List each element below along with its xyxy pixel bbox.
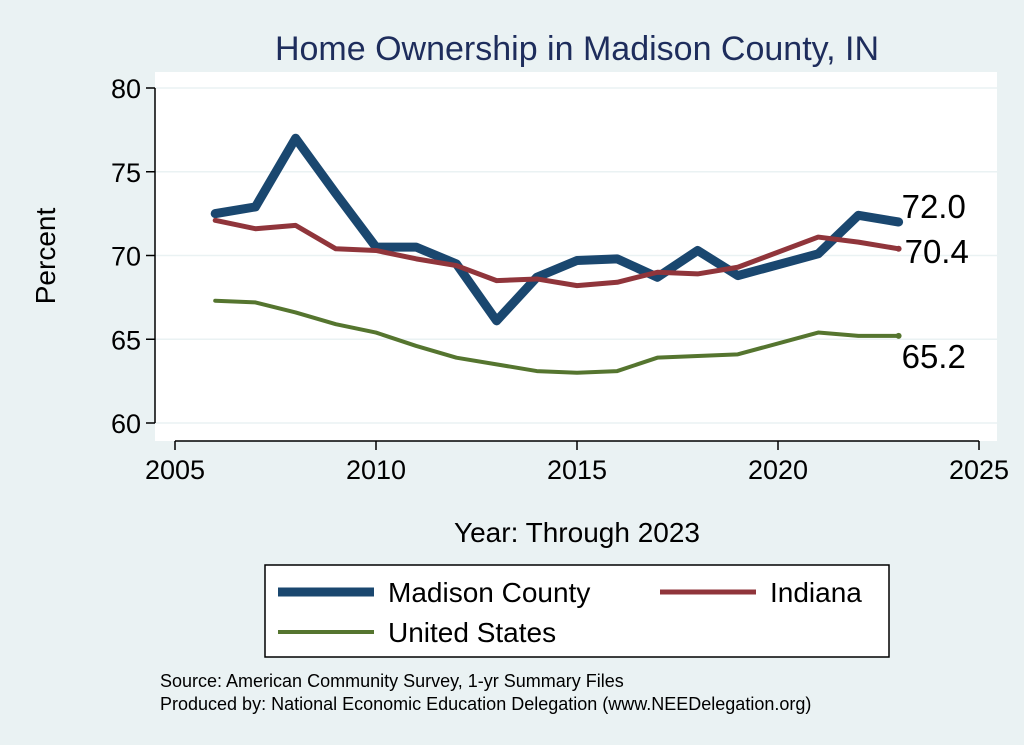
y-tick-label: 60 (111, 409, 141, 439)
axes: 60 65 70 75 80 2005 2010 2015 2020 2025 (111, 74, 1009, 485)
gridlines (155, 87, 997, 424)
series-line (212, 217, 902, 289)
chart-title: Home Ownership in Madison County, IN (275, 30, 879, 68)
end-labels: 72.0 70.4 65.2 (902, 188, 969, 375)
series-endpoint (895, 245, 902, 252)
legend-label: Madison County (388, 577, 590, 608)
series-endpoint (895, 332, 902, 339)
series-endpoint (895, 219, 902, 225)
series-lines (210, 133, 904, 375)
y-tick-label: 70 (111, 242, 141, 272)
y-tick-label: 80 (111, 74, 141, 104)
y-tick-label: 75 (111, 158, 141, 188)
legend: Madison County Indiana United States (264, 564, 890, 658)
legend-box (264, 564, 890, 658)
legend-label: Indiana (770, 577, 862, 608)
x-tick-label: 2005 (145, 455, 205, 485)
y-axis-label: Percent (30, 208, 61, 305)
series-line (213, 298, 901, 375)
x-tick-label: 2010 (346, 455, 406, 485)
x-tick-label: 2025 (949, 455, 1009, 485)
legend-label: United States (388, 617, 556, 648)
x-axis-label: Year: Through 2023 (454, 517, 700, 548)
end-value-label: 70.4 (905, 233, 969, 270)
producer-note: Produced by: National Economic Education… (160, 694, 811, 714)
x-tick-label: 2015 (547, 455, 607, 485)
end-value-label: 72.0 (902, 188, 966, 225)
end-value-label: 65.2 (902, 338, 966, 375)
y-tick-label: 65 (111, 325, 141, 355)
x-tick-label: 2020 (748, 455, 808, 485)
source-note: Source: American Community Survey, 1-yr … (160, 671, 624, 691)
